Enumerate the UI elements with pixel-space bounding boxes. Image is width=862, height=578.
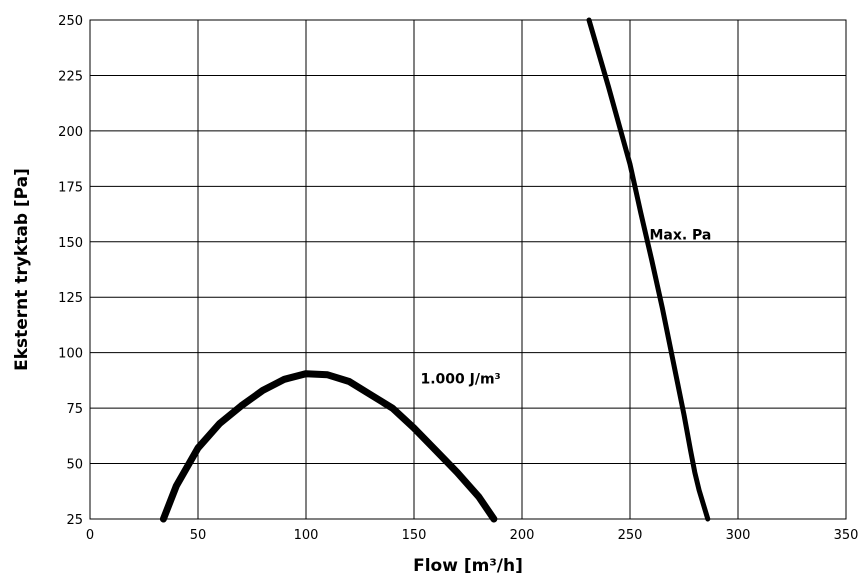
y-tick-label: 225 [58, 69, 83, 84]
y-axis-title: Eksternt tryktab [Pa] [12, 168, 32, 371]
y-tick-label: 50 [66, 458, 83, 473]
grid [89, 19, 847, 520]
series-line-1 [159, 370, 498, 523]
x-tick-label: 0 [86, 528, 94, 543]
y-tick-label: 75 [66, 402, 83, 417]
x-tick-label: 50 [190, 528, 207, 543]
y-tick-label: 200 [58, 125, 83, 140]
y-tick-label: 125 [58, 291, 83, 306]
x-tick-label: 100 [294, 528, 319, 543]
x-tick-label: 350 [834, 528, 859, 543]
x-tick-label: 300 [726, 528, 751, 543]
series-line-2 [586, 17, 711, 522]
x-tick-label: 250 [618, 528, 643, 543]
y-tick-label: 100 [58, 347, 83, 362]
annotation-layer: 1.000 J/m³ Max. Pa [420, 228, 711, 388]
x-tick-label: 200 [510, 528, 535, 543]
y-tick-label: 150 [58, 236, 83, 251]
x-tick-labels: 0 50 100 150 200 250 300 350 [86, 528, 859, 543]
annotation-label: 1.000 J/m³ [420, 372, 500, 388]
series-layer [159, 17, 711, 523]
x-axis-title: Flow [m³/h] [413, 556, 523, 576]
y-tick-label: 175 [58, 180, 83, 195]
y-tick-label: 250 [58, 14, 83, 29]
annotation-label: Max. Pa [649, 228, 711, 244]
y-tick-labels: 25 50 75 100 125 150 175 200 225 250 [58, 14, 83, 528]
plot-border [89, 19, 847, 520]
y-tick-label: 25 [66, 513, 83, 528]
x-tick-label: 150 [402, 528, 427, 543]
